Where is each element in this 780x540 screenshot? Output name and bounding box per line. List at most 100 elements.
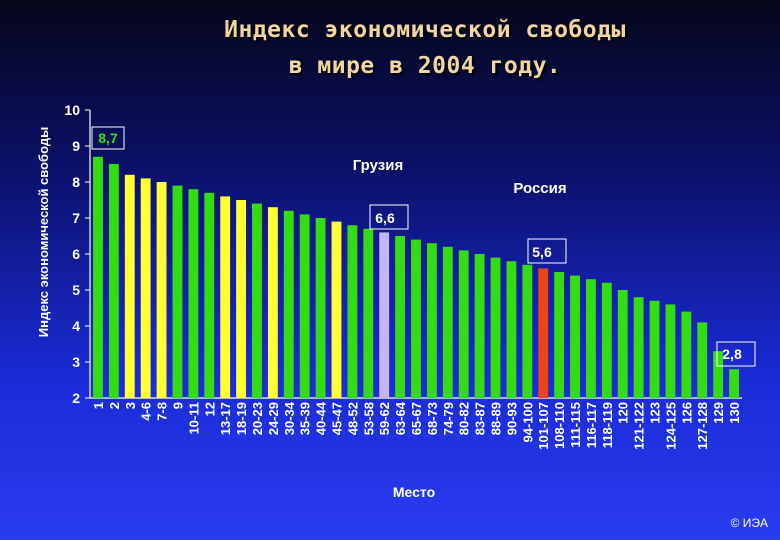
bar [331, 221, 342, 398]
x-tick-label: 130 [727, 402, 742, 424]
bar [681, 311, 692, 398]
value-callout-box [369, 204, 409, 230]
bar [188, 189, 199, 398]
bar [665, 304, 676, 398]
y-tick-label: 8 [72, 174, 80, 190]
value-callout-box [91, 126, 125, 150]
x-axis-label: Место [393, 484, 435, 500]
x-tick-label: 24-29 [266, 402, 281, 435]
bar [395, 236, 406, 398]
bar [315, 218, 326, 398]
bar [172, 185, 183, 398]
value-callout-label: 2,8 [722, 346, 742, 362]
x-tick-label: 59-62 [377, 402, 392, 435]
x-tick-label: 88-89 [489, 402, 504, 435]
bar [93, 156, 103, 398]
bar [140, 178, 151, 398]
x-tick-label: 80-82 [457, 402, 472, 435]
bar [490, 257, 501, 398]
x-tick-label: 35-39 [298, 402, 313, 435]
y-tick-label: 9 [72, 138, 80, 154]
copyright-text: © ИЭА [730, 516, 768, 530]
x-tick-label: 20-23 [250, 402, 265, 435]
bar [156, 182, 167, 398]
x-tick-label: 123 [648, 402, 663, 424]
value-callout-label: 5,6 [532, 244, 552, 260]
x-tick-label: 90-93 [504, 402, 519, 435]
x-tick-label: 10-11 [186, 402, 201, 435]
x-tick-label: 118-119 [600, 402, 615, 448]
y-tick-label: 7 [72, 210, 80, 226]
y-tick-label: 5 [72, 282, 80, 298]
x-tick-label: 74-79 [441, 402, 456, 435]
country-label-russia: Россия [513, 180, 566, 197]
x-tick-label: 48-52 [345, 402, 360, 435]
bar [252, 203, 262, 398]
bar [379, 232, 390, 398]
x-tick-label: 12 [202, 402, 217, 416]
bar [283, 210, 294, 398]
x-tick-label: 45-47 [329, 402, 344, 435]
x-tick-label: 63-64 [393, 401, 408, 435]
title-line-2: в мире в 2004 году. [288, 53, 562, 79]
bar [633, 297, 644, 398]
y-axis-label: Индекс экономической свободы [36, 127, 51, 337]
x-tick-label: 120 [616, 402, 631, 424]
bar [506, 261, 517, 398]
x-tick-label: 111-115 [568, 402, 583, 448]
x-tick-label: 83-87 [473, 402, 488, 435]
bar [474, 254, 485, 398]
x-tick-label: 65-67 [409, 402, 424, 435]
bar [649, 300, 660, 398]
x-tick-label: 124-125 [663, 402, 678, 450]
x-tick-label: 2 [107, 402, 122, 409]
title-line-1: Индекс экономической свободы [224, 17, 626, 43]
x-tick-label: 121-122 [632, 402, 647, 450]
bar [713, 351, 724, 398]
bar [220, 196, 231, 398]
y-tick-label: 2 [72, 390, 80, 406]
y-tick-label: 10 [64, 102, 80, 118]
x-tick-label: 68-73 [425, 402, 440, 435]
country-label-georgia: Грузия [353, 157, 403, 174]
x-tick-label: 94-100 [520, 402, 535, 442]
x-tick-label: 126 [679, 402, 694, 424]
bar [522, 264, 533, 398]
bar [442, 246, 453, 398]
y-tick-label: 6 [72, 246, 80, 262]
bar [601, 282, 612, 398]
bar [124, 174, 135, 398]
x-tick-label: 4-6 [139, 402, 154, 421]
value-callout-box [527, 238, 567, 264]
bar [458, 250, 469, 398]
x-tick-label: 30-34 [282, 401, 297, 435]
bar [347, 225, 358, 398]
value-callout-label: 6,6 [375, 210, 395, 226]
x-tick-label: 40-44 [314, 401, 329, 435]
bar [299, 214, 310, 398]
x-tick-label: 13-17 [218, 402, 233, 435]
bar [426, 243, 437, 398]
bar [729, 369, 739, 398]
x-tick-label: 116-117 [584, 402, 599, 448]
bar [204, 192, 215, 398]
x-tick-label: 18-19 [234, 402, 249, 435]
x-tick-label: 7-8 [155, 402, 170, 421]
bar [697, 322, 708, 398]
bar [108, 164, 119, 398]
x-tick-label: 129 [711, 402, 726, 424]
y-tick-label: 3 [72, 354, 80, 370]
bar [617, 290, 628, 398]
x-tick-label: 9 [170, 402, 185, 409]
bar [236, 200, 247, 398]
x-tick-label: 1 [91, 402, 106, 409]
y-tick-label: 4 [72, 318, 80, 334]
x-tick-label: 3 [123, 402, 138, 409]
bar [570, 275, 580, 398]
x-tick-label: 53-58 [361, 402, 376, 435]
chart-title: Индекс экономической свободы в мире в 20… [120, 12, 730, 84]
bar [538, 268, 549, 398]
bar [363, 228, 374, 398]
value-callout-label: 8,7 [98, 130, 118, 146]
